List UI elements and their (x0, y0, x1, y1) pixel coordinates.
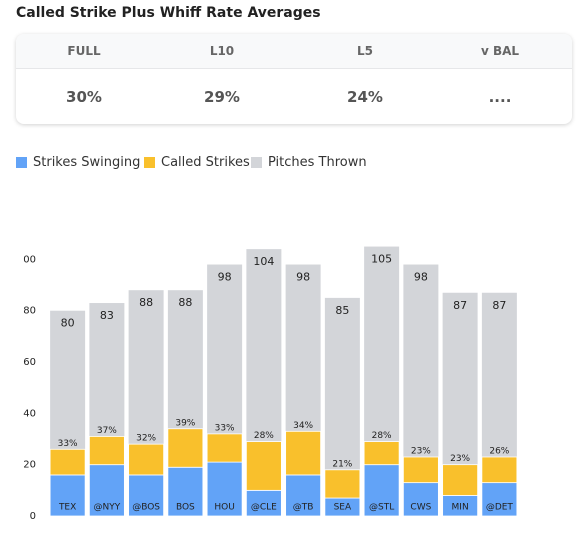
rate-label: 37% (97, 426, 117, 436)
legend-swatch (251, 157, 262, 168)
y-tick-label: 20 (23, 460, 36, 471)
total-label: 85 (335, 304, 349, 317)
total-label: 98 (218, 271, 232, 284)
bar-swinging (49, 474, 86, 517)
total-label: 88 (139, 296, 153, 309)
rate-label: 23% (411, 446, 431, 456)
bar-called (167, 428, 204, 468)
y-tick-label: 0 (30, 511, 36, 522)
total-label: 83 (100, 309, 114, 322)
rate-label: 26% (489, 446, 509, 456)
legend-label: Pitches Thrown (268, 155, 367, 170)
header-row (16, 34, 572, 69)
total-label: 87 (492, 299, 506, 312)
rate-label: 39% (175, 418, 195, 428)
bar-called (285, 430, 322, 476)
bar-called (206, 433, 243, 463)
y-tick-label: 40 (23, 408, 36, 419)
legend-label: Called Strikes (161, 155, 250, 170)
title: Called Strike Plus Whiff Rate Averages (16, 5, 321, 21)
bar-swinging (481, 482, 518, 517)
total-label: 105 (371, 253, 392, 266)
summary-value: 24% (347, 88, 383, 106)
rate-label: 21% (332, 459, 352, 469)
column-header: L5 (357, 44, 373, 58)
x-tick-label: @TB (293, 503, 314, 513)
y-tick-label: 60 (23, 357, 36, 368)
rate-label: 28% (372, 431, 392, 441)
y-tick-label: 80 (23, 306, 36, 317)
total-label: 104 (253, 255, 274, 268)
summary-value: 29% (204, 88, 240, 106)
summary-value: 30% (66, 88, 102, 106)
bar-called (128, 443, 165, 476)
column-header: v BAL (480, 44, 520, 58)
total-label: 98 (296, 271, 310, 284)
rate-label: 34% (293, 421, 313, 431)
x-tick-label: @CLE (251, 503, 277, 513)
rate-label: 33% (215, 423, 235, 433)
column-header: L10 (209, 44, 235, 58)
y-tick-label: 00 (23, 254, 36, 265)
bar-swinging (363, 464, 400, 517)
total-label: 80 (61, 317, 75, 330)
column-header: FULL (67, 44, 101, 58)
total-label: 98 (414, 271, 428, 284)
x-tick-label: HOU (214, 503, 234, 513)
bar-called (481, 456, 518, 484)
x-tick-label: TEX (58, 503, 76, 513)
x-tick-label: CWS (410, 503, 431, 513)
bar-swinging (88, 464, 125, 517)
rate-label: 23% (450, 454, 470, 464)
x-tick-label: MIN (452, 503, 469, 513)
summary-card: FULL 30% L10 29% L5 24% v BAL.... (16, 34, 572, 124)
legend-swatch (144, 157, 155, 168)
bar-called (402, 456, 439, 484)
legend-swatch (16, 157, 27, 168)
x-tick-label: @BOS (132, 503, 160, 513)
bar-called (49, 448, 86, 476)
x-tick-label: @STL (369, 503, 394, 513)
rate-label: 32% (136, 434, 156, 444)
bar-swinging (206, 461, 243, 517)
bar-swinging (245, 489, 282, 517)
x-tick-label: @DET (486, 503, 514, 513)
bar-called (88, 436, 125, 466)
x-tick-label: SEA (334, 503, 352, 513)
x-tick-label: @NYY (94, 503, 121, 513)
bar-called (324, 469, 361, 499)
x-tick-label: BOS (176, 503, 195, 513)
bar-called (442, 464, 479, 496)
bar-swinging (285, 474, 322, 517)
total-label: 88 (178, 296, 192, 309)
bar-swinging (402, 482, 439, 517)
bar-called (363, 441, 400, 466)
rate-label: 33% (58, 439, 78, 449)
summary-value: .... (488, 88, 512, 106)
total-label: 87 (453, 299, 467, 312)
rate-label: 28% (254, 431, 274, 441)
legend-label: Strikes Swinging (33, 155, 141, 170)
bar-called (245, 441, 282, 491)
bar-swinging (128, 474, 165, 517)
